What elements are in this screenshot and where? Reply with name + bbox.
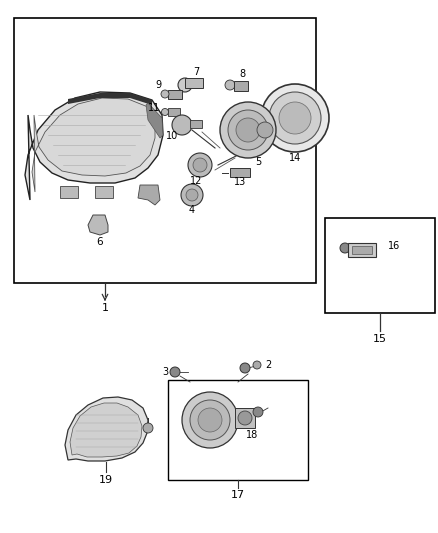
Text: 2: 2 — [265, 360, 271, 370]
Bar — [168, 108, 180, 116]
Bar — [234, 81, 248, 91]
Bar — [190, 120, 202, 128]
Circle shape — [178, 78, 192, 92]
Bar — [14, 18, 316, 283]
Circle shape — [182, 392, 238, 448]
Circle shape — [279, 102, 311, 134]
Circle shape — [340, 243, 350, 253]
Bar — [348, 243, 376, 257]
Text: 8: 8 — [239, 69, 245, 79]
Bar — [185, 78, 203, 88]
Circle shape — [240, 363, 250, 373]
Text: 5: 5 — [255, 157, 261, 167]
Circle shape — [188, 153, 212, 177]
Circle shape — [172, 115, 192, 135]
Circle shape — [228, 110, 268, 150]
Text: 3: 3 — [162, 367, 168, 377]
Text: 17: 17 — [231, 490, 245, 500]
Text: 12: 12 — [190, 176, 202, 186]
Circle shape — [238, 411, 252, 425]
Circle shape — [269, 92, 321, 144]
Text: 10: 10 — [166, 131, 178, 141]
Circle shape — [193, 158, 207, 172]
Polygon shape — [68, 93, 152, 105]
Bar — [60, 186, 78, 198]
Polygon shape — [25, 92, 163, 200]
Circle shape — [181, 184, 203, 206]
Text: 14: 14 — [289, 153, 301, 163]
Text: 18: 18 — [246, 430, 258, 440]
Circle shape — [253, 361, 261, 369]
Text: 6: 6 — [97, 237, 103, 247]
Polygon shape — [70, 403, 142, 457]
Circle shape — [161, 90, 169, 98]
Circle shape — [190, 400, 230, 440]
Circle shape — [198, 408, 222, 432]
Circle shape — [253, 407, 263, 417]
Bar — [352, 246, 372, 254]
Polygon shape — [138, 185, 160, 205]
Text: 11: 11 — [148, 103, 160, 113]
Polygon shape — [65, 397, 148, 461]
Text: 1: 1 — [102, 303, 109, 313]
Polygon shape — [32, 98, 155, 192]
Circle shape — [225, 80, 235, 90]
Bar — [235, 408, 255, 428]
Bar — [168, 90, 182, 99]
Text: 16: 16 — [388, 241, 400, 251]
Circle shape — [257, 122, 273, 138]
Bar — [258, 118, 280, 142]
Circle shape — [220, 102, 276, 158]
Polygon shape — [146, 103, 163, 138]
Text: 9: 9 — [156, 80, 162, 90]
Circle shape — [162, 109, 169, 116]
Circle shape — [170, 367, 180, 377]
Text: 7: 7 — [193, 67, 199, 77]
Bar — [325, 218, 435, 313]
Text: 19: 19 — [99, 475, 113, 485]
Bar — [230, 168, 250, 177]
Polygon shape — [88, 215, 108, 235]
Text: 15: 15 — [373, 334, 387, 344]
Text: 13: 13 — [234, 177, 246, 187]
Bar — [95, 186, 113, 198]
Circle shape — [143, 423, 153, 433]
Circle shape — [261, 84, 329, 152]
Text: 4: 4 — [189, 205, 195, 215]
Circle shape — [186, 189, 198, 201]
Bar — [168, 380, 308, 480]
Circle shape — [236, 118, 260, 142]
